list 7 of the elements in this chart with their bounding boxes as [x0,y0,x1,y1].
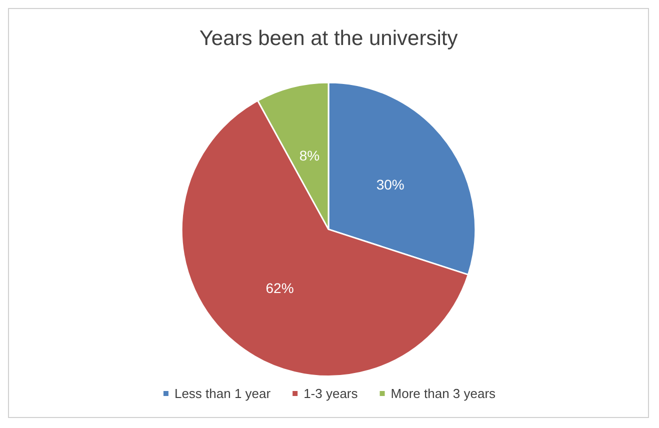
data-label: 8% [299,147,320,164]
data-label: 30% [376,176,404,192]
legend-label: 1-3 years [304,386,358,401]
legend-label: Less than 1 year [174,386,272,401]
data-label: 62% [266,280,294,296]
legend-label: More than 3 years [390,386,496,401]
chart-title: Years been at the university [199,27,458,50]
